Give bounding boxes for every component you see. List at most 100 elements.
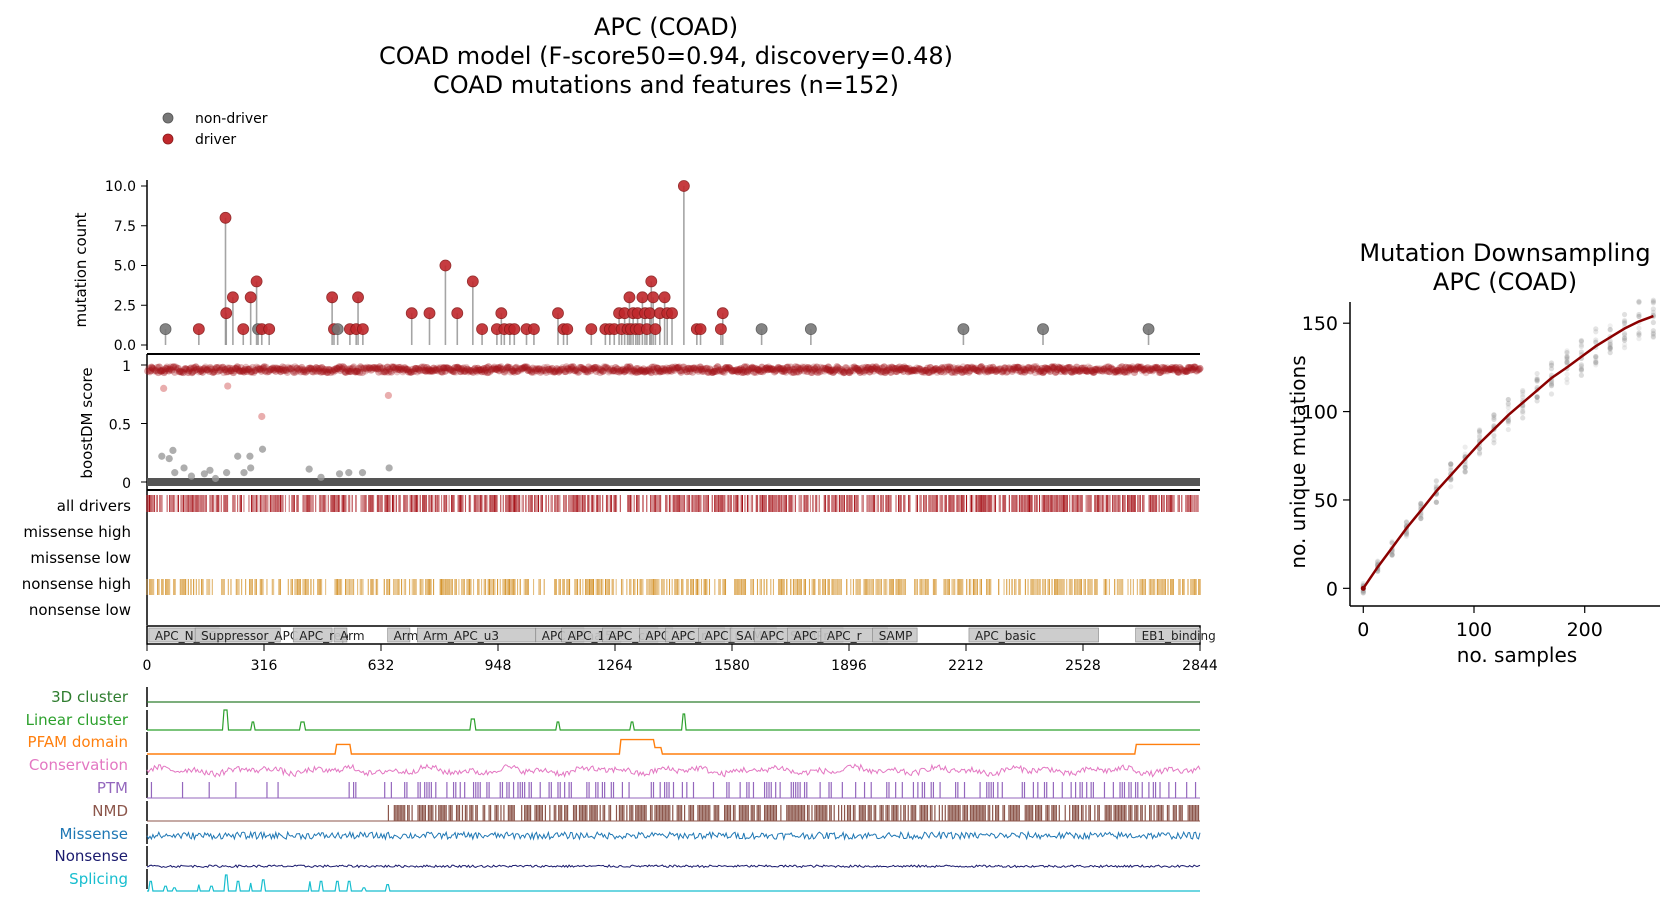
boostdm-score-point [537, 367, 546, 375]
boostdm-score-point [952, 365, 960, 373]
boostdm-score-point [716, 367, 725, 375]
downsampling-replicate-point [1650, 309, 1656, 315]
boostdm-score-point [255, 365, 264, 373]
downsampling-replicate-point [1607, 350, 1613, 356]
downsampling-x-tick-label: 200 [1567, 619, 1603, 641]
boostdm-score-point [725, 364, 733, 372]
boostdm-score-point [477, 366, 485, 374]
boostdm-score-point [576, 363, 584, 372]
boostdm-score-point [1028, 364, 1037, 372]
boostdm-score-point [945, 365, 953, 374]
downsampling-x-label: no. samples [1457, 643, 1577, 667]
boostdm-score-point [879, 367, 887, 376]
downsampling-replicate-point [1636, 336, 1642, 342]
boostdm-score-point [230, 367, 238, 375]
boostdm-score-point [618, 365, 626, 373]
boostdm-score-point [1140, 366, 1148, 374]
boostdm-score-point [226, 367, 235, 375]
boostdm-score-point [580, 365, 588, 373]
boostdm-score-point [248, 368, 256, 376]
boostdm-score-point [1081, 367, 1089, 375]
boostdm-score-point [397, 363, 405, 372]
downsampling-x-tick-label: 0 [1357, 619, 1369, 641]
boostdm-score-point [256, 365, 264, 373]
driver-mutation-point [714, 323, 727, 336]
boostdm-score-point [804, 363, 812, 372]
boostdm-score-point [919, 368, 927, 376]
boostdm-score-point [600, 363, 608, 371]
boostdm-score-point [219, 363, 227, 371]
boostdm-score-point [378, 368, 386, 376]
boostdm-score-point [799, 364, 807, 372]
boostdm-score-point [534, 365, 543, 373]
boostdm-score-point [1024, 364, 1032, 372]
boostdm-score-point [624, 363, 632, 372]
boostdm-score-point [631, 367, 639, 375]
downsampling-replicate-point [1607, 340, 1613, 346]
boostdm-score-point [766, 365, 774, 373]
boostdm-score-point [1075, 367, 1084, 376]
protein-x-tick-label: 316 [251, 658, 278, 674]
boostdm-score-point [869, 363, 877, 371]
boostdm-score-point [946, 363, 954, 371]
boostdm-score-point [1110, 368, 1118, 377]
boostdm-score-point [353, 367, 361, 375]
boostdm-score-point [1016, 367, 1024, 376]
boostdm-score-point [447, 365, 455, 374]
boostdm-score-point [246, 365, 254, 373]
domain-label: Arm [394, 629, 419, 643]
lane-label-all-drivers: all drivers [57, 497, 131, 515]
boostdm-score-point [927, 368, 935, 376]
boostdm-score-point [1157, 367, 1166, 375]
boostdm-score-point [183, 365, 191, 374]
boostdm-score-point [741, 367, 750, 376]
driver-mutation-point [405, 307, 418, 320]
boostdm-score-point [593, 364, 601, 372]
boostdm-score-point [921, 368, 929, 377]
downsampling-replicate-point [1433, 499, 1439, 505]
boostdm-score-point [614, 368, 623, 376]
boostdm-score-point [398, 365, 406, 373]
boostdm-score-point [220, 368, 228, 377]
boostdm-score-point [389, 363, 397, 372]
boostdm-score-point [964, 364, 972, 372]
boostdm-score-point [726, 364, 734, 372]
downsampling-replicate-point [1607, 341, 1613, 348]
boostdm-score-point [885, 364, 893, 372]
boostdm-score-point [403, 366, 411, 374]
boostdm-score-point [504, 363, 512, 371]
boostdm-outlier-point [180, 464, 188, 472]
boostdm-score-point [465, 366, 473, 374]
boostdm-score-point [839, 367, 847, 375]
boostdm-score-point [501, 368, 509, 376]
boostdm-score-point [920, 366, 928, 375]
boostdm-score-point [583, 366, 591, 374]
boostdm-score-point [1152, 364, 1160, 372]
boostdm-score-point [1168, 363, 1176, 372]
boostdm-score-point [930, 366, 938, 374]
boostdm-score-point [941, 363, 949, 371]
boostdm-score-point [402, 365, 410, 373]
boostdm-score-point [362, 364, 370, 373]
boostdm-score-point [249, 363, 257, 372]
boostdm-score-point [1113, 366, 1121, 374]
boostdm-score-point [1023, 366, 1031, 375]
downsampling-replicate-point [1548, 380, 1555, 386]
boostdm-score-point [755, 366, 763, 374]
boostdm-score-point [869, 367, 878, 375]
boostdm-score-point [195, 368, 203, 376]
boostdm-score-point [734, 368, 742, 376]
boostdm-score-point [680, 363, 688, 371]
boostdm-score-point [404, 365, 412, 373]
boostdm-score-point [1004, 364, 1012, 372]
boostdm-score-point [279, 366, 288, 375]
boostdm-score-point [508, 367, 517, 375]
boostdm-score-point [864, 364, 872, 372]
driver-mutation-point [192, 323, 205, 336]
boostdm-score-point [1167, 365, 1175, 374]
boostdm-score-point [518, 364, 526, 372]
protein-x-tick-label: 0 [143, 658, 152, 674]
boostdm-score-point [708, 368, 716, 377]
boostdm-score-point [696, 363, 704, 371]
